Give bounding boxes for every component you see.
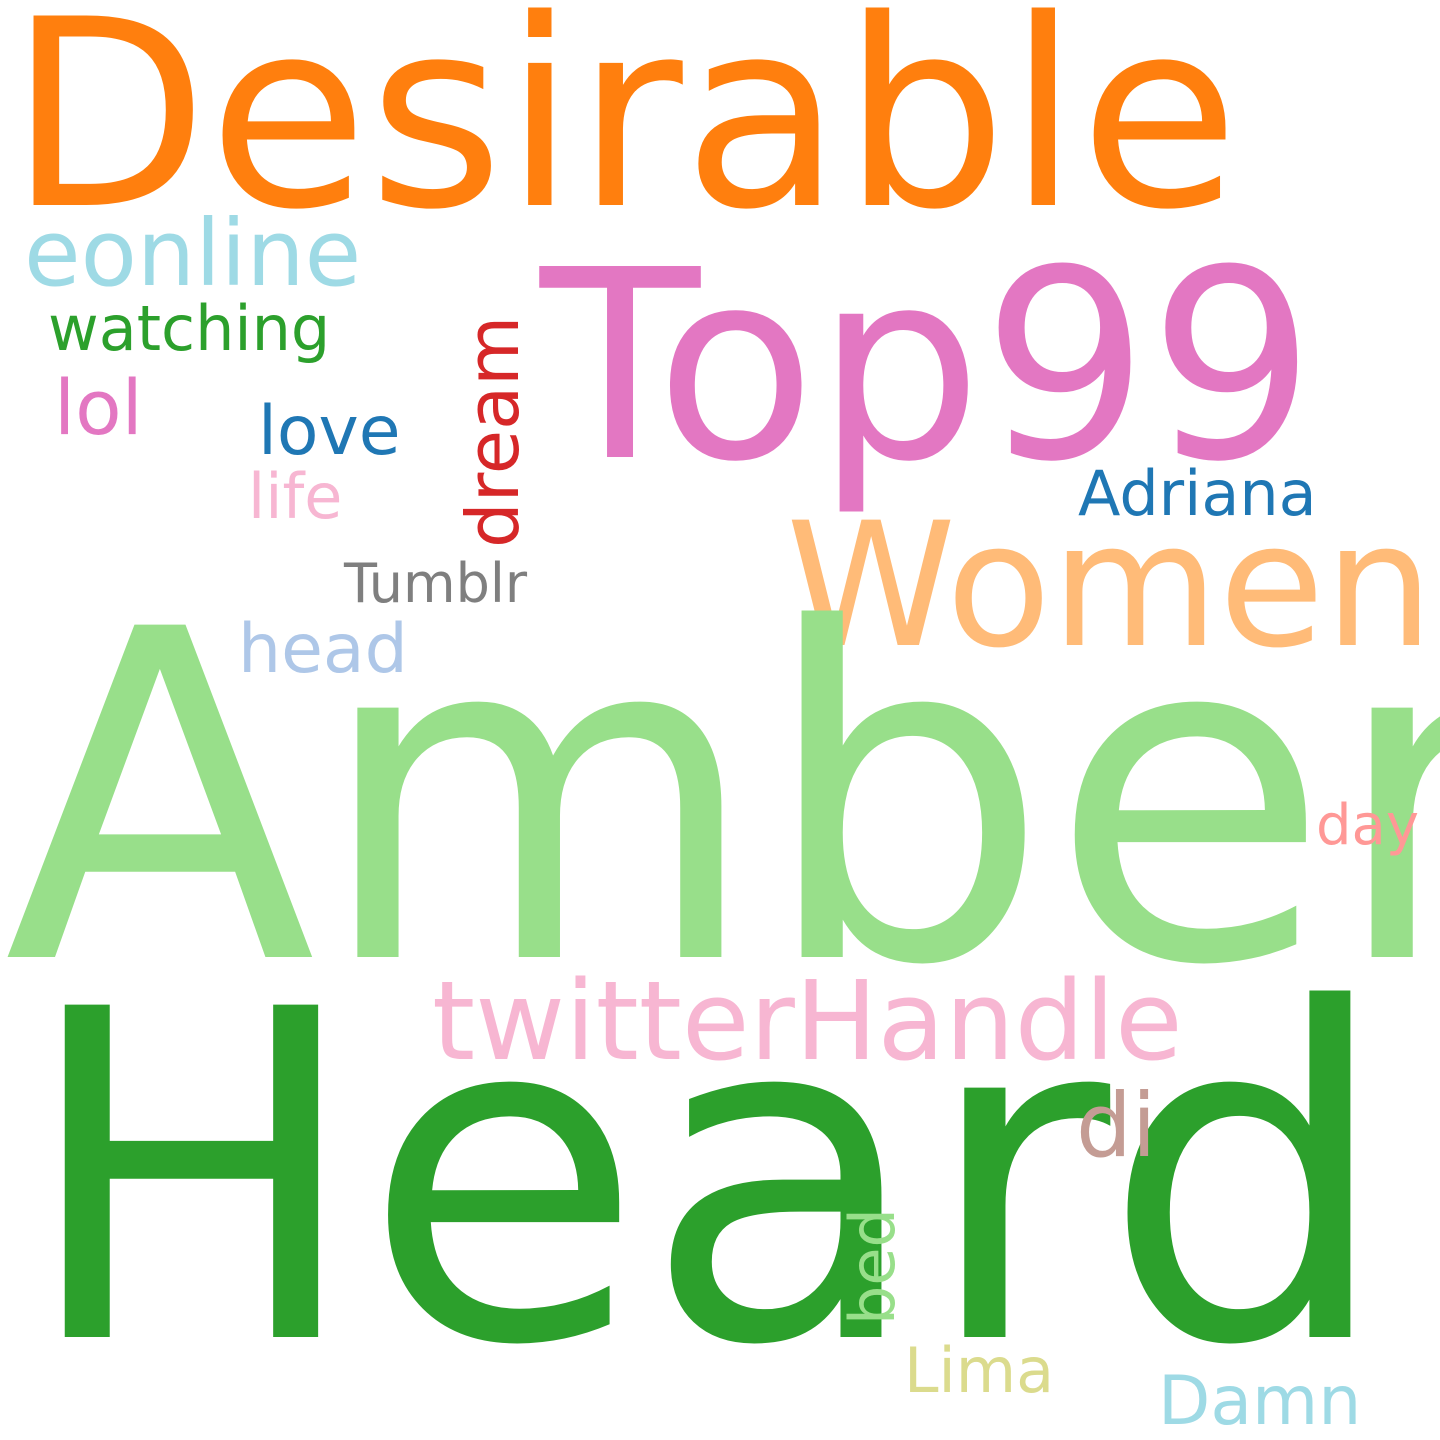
word-di: di	[1076, 1074, 1157, 1177]
word-amber: Amber	[4, 534, 1440, 1065]
word-lima: Lima	[904, 1334, 1055, 1407]
word-head: head	[238, 610, 408, 689]
word-women: Women	[786, 485, 1434, 686]
word-tumblr: Tumblr	[344, 552, 528, 615]
word-dream: dream	[451, 315, 535, 548]
word-desirable: Desirable	[8, 0, 1240, 267]
word-top99: Top99	[540, 214, 1316, 519]
word-twitterhandle: twitterHandle	[432, 957, 1183, 1085]
word-life: life	[248, 460, 343, 533]
word-bed: bed	[836, 1208, 909, 1325]
word-heard: Heard	[20, 914, 1392, 1440]
word-day: day	[1316, 793, 1420, 858]
word-lol: lol	[54, 363, 143, 452]
word-watching: watching	[48, 292, 331, 365]
word-eonline: eonline	[24, 200, 362, 307]
word-love: love	[258, 392, 401, 471]
word-adriana: Adriana	[1078, 457, 1317, 530]
word-damn: Damn	[1158, 1362, 1362, 1440]
